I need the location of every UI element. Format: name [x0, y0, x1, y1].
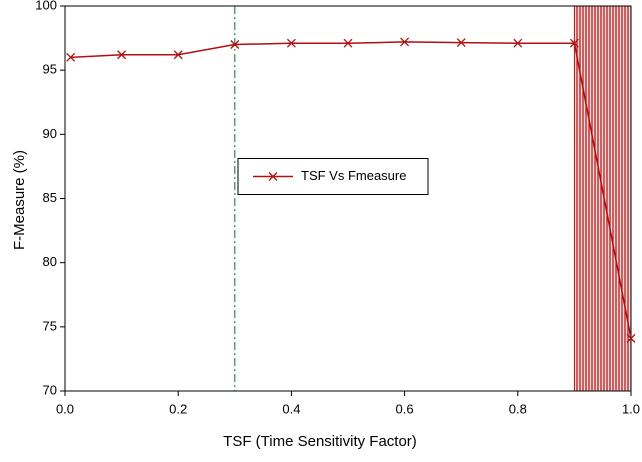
y-tick-label: 100: [35, 0, 57, 12]
x-tick-label: 0.4: [282, 401, 300, 416]
y-tick-label: 80: [43, 254, 57, 269]
legend-label: TSF Vs Fmeasure: [301, 168, 406, 183]
y-tick-label: 75: [43, 318, 57, 333]
shaded-region: [573, 5, 632, 392]
y-tick-label: 85: [43, 190, 57, 205]
plot-frame: [64, 5, 632, 392]
y-axis-title: F-Measure (%): [11, 150, 28, 250]
y-tick-label: 90: [43, 126, 57, 141]
x-tick-label: 0.0: [56, 401, 74, 416]
x-tick-label: 0.8: [509, 401, 527, 416]
x-tick-label: 1.0: [622, 401, 640, 416]
data-point: [626, 333, 636, 343]
x-axis-title: TSF (Time Sensitivity Factor): [223, 433, 417, 450]
y-tick-label: 95: [43, 62, 57, 77]
x-tick-label: 0.2: [169, 401, 187, 416]
data-point: [343, 38, 353, 48]
data-point: [456, 38, 466, 48]
data-point: [66, 52, 76, 62]
data-point: [569, 38, 579, 48]
data-point: [117, 50, 127, 60]
data-point: [513, 38, 523, 48]
y-tick-label: 70: [43, 382, 57, 397]
legend: TSF Vs Fmeasure: [237, 158, 429, 195]
data-point: [230, 40, 240, 49]
x-tick-label: 0.6: [396, 401, 414, 416]
data-point: [286, 38, 296, 48]
data-point: [400, 37, 410, 47]
legend-marker: [268, 172, 278, 181]
data-point: [173, 50, 183, 60]
